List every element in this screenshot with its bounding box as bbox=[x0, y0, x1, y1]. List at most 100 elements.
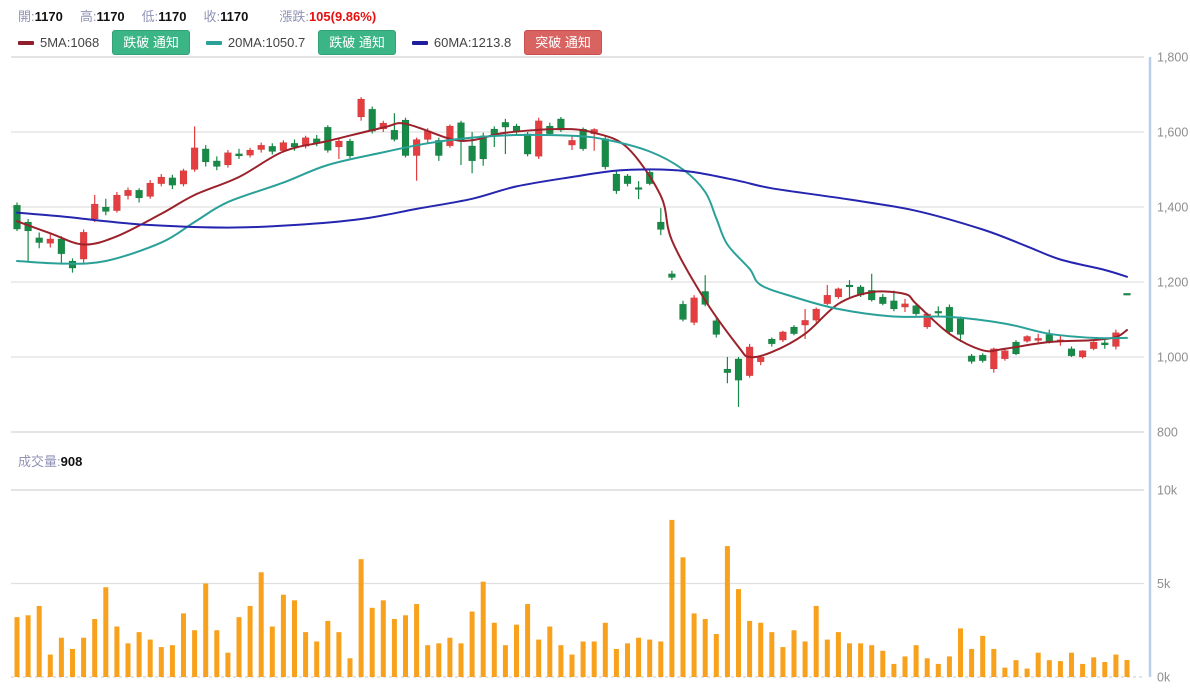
candle-body bbox=[1001, 350, 1009, 360]
volume-bar bbox=[514, 624, 519, 677]
volume-bar bbox=[1080, 663, 1086, 677]
volume-bar bbox=[591, 641, 597, 677]
ma60-dash-icon bbox=[411, 40, 428, 45]
candle-body bbox=[901, 303, 909, 308]
volume-bar bbox=[758, 622, 764, 677]
volume-bar bbox=[636, 637, 642, 677]
volume-bar bbox=[480, 581, 486, 677]
volume-bar bbox=[158, 647, 164, 677]
ma5-alert-button[interactable]: 跌破 通知 bbox=[112, 30, 190, 55]
volume-bar bbox=[58, 637, 64, 677]
volume-bar bbox=[292, 600, 297, 677]
candlesticks bbox=[13, 97, 1131, 407]
volume-bar bbox=[25, 615, 31, 677]
volume-bar bbox=[347, 658, 353, 677]
volume-bar bbox=[935, 663, 941, 677]
volume-value: 908 bbox=[60, 454, 83, 469]
close-group: 收:1170 bbox=[203, 6, 248, 25]
price-tick-label: 1,000 bbox=[1157, 351, 1188, 365]
volume-bar bbox=[1102, 662, 1108, 677]
volume-bar bbox=[147, 639, 153, 677]
volume-bar bbox=[36, 605, 42, 677]
volume-bar bbox=[835, 632, 841, 677]
candle-body bbox=[557, 118, 565, 131]
volume-bar bbox=[647, 639, 653, 677]
ma60-alert-button[interactable]: 突破 通知 bbox=[524, 30, 602, 55]
candle-body bbox=[1034, 338, 1042, 341]
candle-body bbox=[745, 346, 754, 376]
candle-body bbox=[468, 145, 476, 162]
volume-bar bbox=[769, 632, 775, 677]
candle-body bbox=[335, 140, 343, 148]
candle-body bbox=[1123, 293, 1131, 296]
volume-bar bbox=[869, 645, 875, 677]
candle-body bbox=[90, 203, 99, 220]
candle-body bbox=[346, 140, 354, 157]
volume-bar bbox=[336, 632, 342, 677]
volume-bar bbox=[369, 607, 375, 677]
candle-body bbox=[568, 140, 576, 146]
low-label: 低: bbox=[141, 9, 159, 24]
volume-bar bbox=[380, 600, 386, 677]
volume-bar bbox=[791, 630, 797, 677]
candle-body bbox=[690, 297, 698, 323]
volume-bar bbox=[847, 643, 852, 677]
candle-body bbox=[967, 355, 976, 362]
volume-bar bbox=[991, 648, 997, 677]
ma60-legend-label: 60MA:1213.8 bbox=[433, 35, 512, 50]
candle-body bbox=[801, 320, 809, 326]
volume-header: 成交量:908 bbox=[18, 451, 82, 470]
volume-bar bbox=[358, 559, 364, 677]
candle-body bbox=[168, 177, 177, 186]
high-group: 高:1170 bbox=[80, 6, 125, 25]
volume-bar bbox=[414, 604, 420, 677]
candle-body bbox=[46, 238, 55, 244]
candle-body bbox=[701, 291, 709, 305]
candle-body bbox=[1023, 336, 1031, 342]
candle-body bbox=[734, 358, 743, 381]
volume-bar bbox=[669, 519, 675, 677]
volume-bar bbox=[969, 648, 975, 677]
volume-bar bbox=[891, 663, 897, 677]
candle-body bbox=[390, 129, 399, 140]
ma-line-20ma bbox=[16, 133, 1128, 340]
volume-bar bbox=[92, 619, 98, 677]
volume-bar bbox=[103, 587, 109, 677]
volume-bar bbox=[469, 611, 475, 677]
candle-body bbox=[812, 308, 820, 321]
volume-bar bbox=[314, 641, 320, 677]
candle-body bbox=[912, 305, 920, 315]
volume-bar bbox=[502, 645, 508, 677]
volume-bar bbox=[802, 641, 808, 677]
candle-body bbox=[213, 160, 221, 167]
ma5-dash-icon bbox=[18, 40, 34, 45]
price-tick-label: 1,200 bbox=[1157, 276, 1188, 290]
volume-bar bbox=[602, 622, 608, 677]
volume-bar bbox=[114, 626, 120, 677]
candle-body bbox=[368, 108, 376, 132]
change-group: 漲跌:105(9.86%) bbox=[279, 6, 376, 25]
ma20-dash-icon bbox=[205, 40, 222, 45]
volume-bar bbox=[613, 648, 619, 677]
candle-body bbox=[135, 189, 143, 199]
volume-tick-label: 10k bbox=[1157, 484, 1178, 498]
volume-bar bbox=[181, 613, 186, 677]
ma20-alert-button[interactable]: 跌破 通知 bbox=[318, 30, 396, 55]
volume-bar bbox=[203, 583, 209, 677]
volume-bar bbox=[436, 643, 442, 677]
volume-bar bbox=[913, 645, 919, 677]
volume-bars bbox=[14, 519, 1130, 677]
volume-bar bbox=[1124, 660, 1130, 677]
open-group: 開:1170 bbox=[18, 6, 63, 25]
candle-body bbox=[601, 138, 610, 168]
candle-body bbox=[1078, 350, 1087, 358]
volume-bar bbox=[303, 632, 309, 677]
volume-bar bbox=[691, 613, 697, 677]
volume-bar bbox=[169, 645, 175, 677]
candle-body bbox=[945, 306, 954, 333]
candle-body bbox=[324, 126, 332, 151]
high-label: 高: bbox=[79, 9, 97, 24]
volume-bar bbox=[569, 654, 575, 677]
volume-bar bbox=[824, 639, 830, 677]
